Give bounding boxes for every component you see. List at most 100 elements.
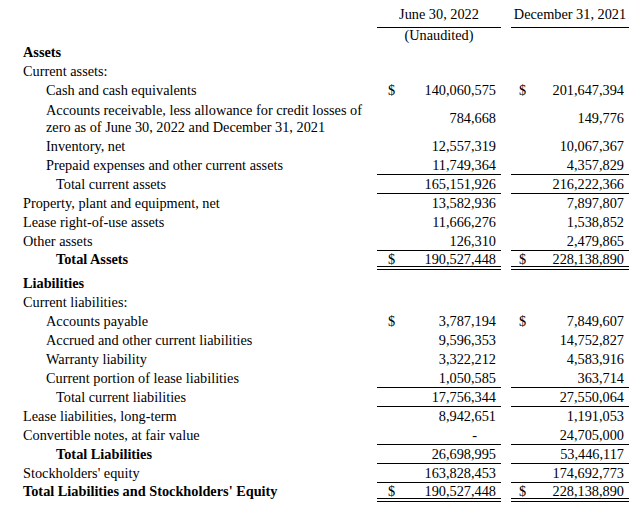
column-header-december-31-2021: December 31, 2021	[511, 5, 629, 28]
column-gap	[501, 194, 511, 213]
value-cell-c2: $228,138,890	[511, 251, 629, 270]
row-accrued-and-other-current-liabilities: Accrued and other current liabilities9,5…	[23, 331, 629, 350]
value-cell-c1	[377, 62, 501, 81]
row-label: Current portion of lease liabilities	[23, 369, 377, 388]
column-gap	[501, 43, 511, 62]
dollar-sign: $	[388, 81, 395, 100]
column-gap	[501, 62, 511, 81]
column-gap	[501, 213, 511, 232]
value-cell-c2: 24,705,000	[511, 426, 629, 445]
value-cell-c2: 53,446,117	[511, 445, 629, 464]
column-gap	[501, 251, 511, 270]
row-cash-and-cash-equivalents: Cash and cash equivalents$140,060,575$20…	[23, 81, 629, 100]
value-cell-c1	[377, 43, 501, 62]
value-cell-c1: 11,749,364	[377, 156, 501, 175]
value: 140,060,575	[425, 81, 496, 100]
row-label: Assets	[23, 43, 377, 62]
value-cell-c2: $201,647,394	[511, 81, 629, 100]
column-gap	[501, 464, 511, 483]
value: 3,787,194	[439, 312, 496, 331]
row-liabilities: Liabilities	[23, 274, 629, 293]
row-assets: Assets	[23, 43, 629, 62]
value-cell-c1: 8,942,651	[377, 407, 501, 426]
row-label: Property, plant and equipment, net	[23, 194, 377, 213]
value-cell-c1: $190,527,448	[377, 483, 501, 502]
value-cell-c1: 1,050,585	[377, 369, 501, 388]
column-gap	[501, 350, 511, 369]
row-label: Other assets	[23, 232, 377, 251]
value-cell-c1: $3,787,194	[377, 312, 501, 331]
row-total-current-assets: Total current assets165,151,926216,222,3…	[23, 175, 629, 194]
value: 7,849,607	[567, 312, 624, 331]
value: 8,942,651	[439, 407, 496, 426]
value-cell-c2	[511, 62, 629, 81]
column-gap	[501, 100, 511, 137]
value: 7,897,807	[567, 194, 624, 213]
value-cell-c1: 165,151,926	[377, 175, 501, 194]
value-cell-c1: 163,828,453	[377, 464, 501, 483]
value-cell-c2: 2,479,865	[511, 232, 629, 251]
value-cell-c1: 126,310	[377, 232, 501, 251]
row-other-assets: Other assets126,310 2,479,865	[23, 232, 629, 251]
column-gap	[501, 156, 511, 175]
value: 784,668	[450, 109, 496, 128]
column-gap	[501, 232, 511, 251]
value: 24,705,000	[560, 426, 624, 444]
row-label: Warranty liability	[23, 350, 377, 369]
value-cell-c2	[511, 293, 629, 312]
value: 3,322,212	[439, 350, 496, 369]
value: 14,752,827	[560, 331, 624, 350]
dollar-sign: $	[388, 251, 395, 266]
value: 163,828,453	[425, 464, 496, 482]
value-cell-c2: $228,138,890	[511, 483, 629, 502]
value-cell-c1: 26,698,995	[377, 445, 501, 464]
value-cell-c2: 363,714	[511, 369, 629, 388]
value-cell-c1: $140,060,575	[377, 81, 501, 100]
value-cell-c1: $190,527,448	[377, 251, 501, 270]
column-gap	[501, 331, 511, 350]
table-rows: AssetsCurrent assets:Cash and cash equiv…	[23, 43, 629, 502]
dollar-sign: $	[519, 312, 526, 331]
value: 363,714	[578, 369, 624, 387]
value-cell-c2: 10,067,367	[511, 137, 629, 156]
value-cell-c2: 27,550,064	[511, 388, 629, 407]
row-label: Current assets:	[23, 62, 377, 81]
row-label: Inventory, net	[23, 137, 377, 156]
dollar-sign: $	[519, 251, 526, 266]
dollar-sign: $	[519, 483, 526, 498]
column-gap	[501, 175, 511, 194]
column-gap	[501, 426, 511, 445]
unaudited-note: (Unaudited)	[377, 28, 501, 43]
row-total-liabilities-and-stockholders-equity: Total Liabilities and Stockholders' Equi…	[23, 483, 629, 502]
value: 9,596,353	[439, 331, 496, 350]
row-accounts-payable: Accounts payable$3,787,194$7,849,607	[23, 312, 629, 331]
value: 1,538,852	[567, 213, 624, 232]
column-gap	[501, 369, 511, 388]
column-header-june-30-2022: June 30, 2022	[377, 5, 501, 28]
value-cell-c2: 216,222,366	[511, 175, 629, 194]
value-cell-c1: 13,582,936	[377, 194, 501, 213]
row-label: Lease liabilities, long-term	[23, 407, 377, 426]
value-cell-c2: 1,538,852	[511, 213, 629, 232]
value: 26,698,995	[432, 445, 496, 463]
value: 149,776	[578, 109, 624, 128]
row-label: Accounts receivable, less allowance for …	[23, 100, 377, 137]
value: 174,692,773	[553, 464, 624, 482]
value: 10,067,367	[560, 137, 624, 156]
value-cell-c2: 4,583,916	[511, 350, 629, 369]
value: 190,527,448	[425, 251, 496, 266]
balance-sheet: June 30, 2022 December 31, 2021 (Unaudit…	[0, 0, 642, 502]
row-total-liabilities: Total Liabilities26,698,99553,446,117	[23, 445, 629, 464]
value: 228,138,890	[553, 251, 624, 266]
value: 13,582,936	[432, 194, 496, 213]
column-gap	[501, 293, 511, 312]
value-cell-c2: $7,849,607	[511, 312, 629, 331]
subheader-row: (Unaudited)	[23, 28, 629, 43]
value-cell-c1: 3,322,212	[377, 350, 501, 369]
value: 11,749,364	[432, 156, 496, 174]
row-label: Cash and cash equivalents	[23, 81, 377, 100]
row-label: Accounts payable	[23, 312, 377, 331]
row-current-assets: Current assets:	[23, 62, 629, 81]
row-label: Total current liabilities	[23, 388, 377, 407]
row-property-plant-and-equipment-net: Property, plant and equipment, net 13,582…	[23, 194, 629, 213]
